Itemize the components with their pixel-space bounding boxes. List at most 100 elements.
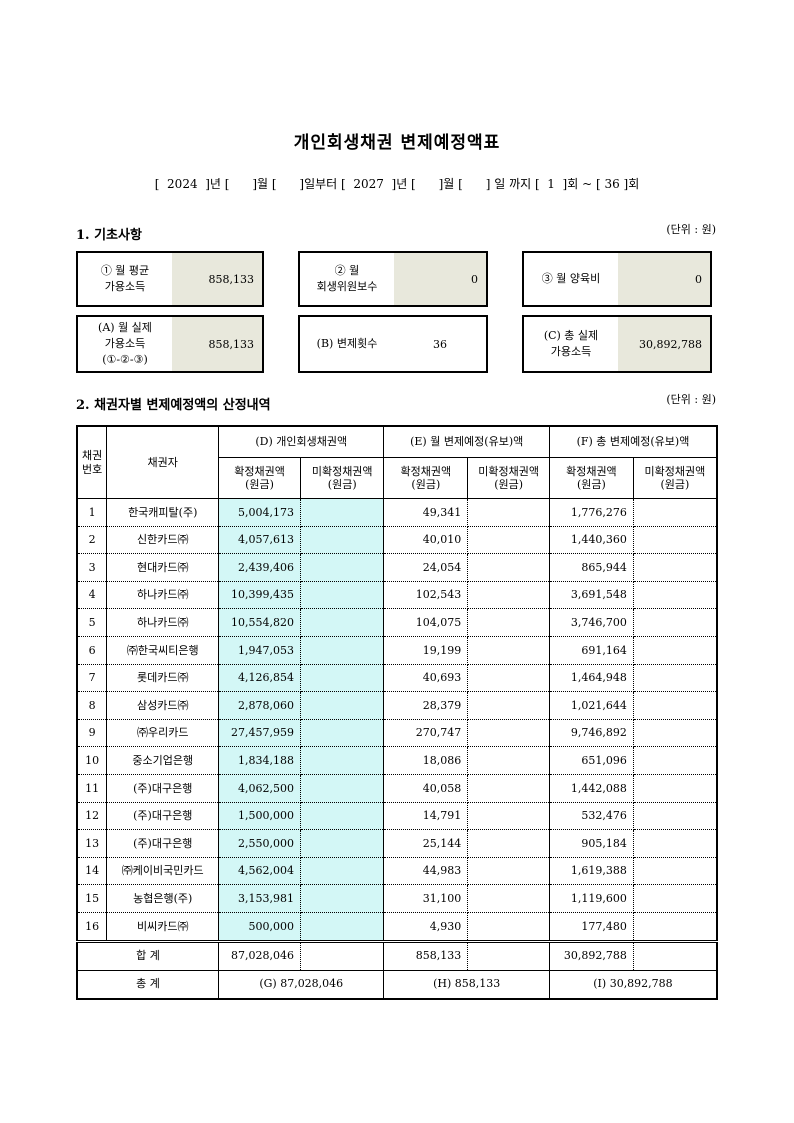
row-f-unconfirmed bbox=[632, 580, 718, 610]
row-f-confirmed: 1,776,276 bbox=[548, 498, 634, 527]
row-no: 3 bbox=[76, 553, 108, 582]
row-e-unconfirmed bbox=[467, 829, 550, 858]
row-no: 10 bbox=[76, 746, 108, 775]
row-f-unconfirmed bbox=[632, 663, 718, 693]
row-f-unconfirmed bbox=[632, 911, 718, 942]
row-creditor: 하나카드㈜ bbox=[106, 608, 220, 637]
row-f-confirmed: 1,440,360 bbox=[548, 525, 634, 555]
row-d-unconfirmed bbox=[299, 635, 385, 665]
row-d-unconfirmed bbox=[299, 608, 385, 637]
box-value: 858,133 bbox=[172, 317, 262, 371]
row-f-confirmed: 905,184 bbox=[548, 829, 634, 858]
row-creditor: ㈜우리카드 bbox=[106, 718, 220, 748]
row-f-unconfirmed bbox=[632, 801, 718, 831]
row-d-confirmed: 1,834,188 bbox=[218, 746, 301, 775]
header-f-confirmed: 확정채권액 (원금) bbox=[548, 457, 634, 499]
total-h: (H) 858,133 bbox=[383, 969, 550, 999]
row-e-unconfirmed bbox=[467, 884, 550, 913]
row-e-confirmed: 14,791 bbox=[383, 801, 469, 831]
row-creditor: 한국캐피탈(주) bbox=[106, 498, 220, 527]
row-d-unconfirmed bbox=[299, 884, 385, 913]
table-row: 11 (주)대구은행 4,062,500 40,058 1,442,088 bbox=[76, 773, 718, 803]
row-e-confirmed: 49,341 bbox=[383, 498, 469, 527]
row-e-confirmed: 104,075 bbox=[383, 608, 469, 637]
row-d-confirmed: 500,000 bbox=[218, 911, 301, 942]
table-row: 13 (주)대구은행 2,550,000 25,144 905,184 bbox=[76, 829, 718, 858]
row-f-unconfirmed bbox=[632, 856, 718, 886]
row-creditor: (주)대구은행 bbox=[106, 801, 220, 831]
table-row: 15 농협은행(주) 3,153,981 31,100 1,119,600 bbox=[76, 884, 718, 913]
header-d-unconfirmed: 미확정채권액 (원금) bbox=[299, 457, 385, 499]
row-f-confirmed: 532,476 bbox=[548, 801, 634, 831]
section-basic-heading: 1. 기초사항 bbox=[76, 228, 142, 243]
row-no: 13 bbox=[76, 829, 108, 858]
table-row: 8 삼성카드㈜ 2,878,060 28,379 1,021,644 bbox=[76, 691, 718, 720]
box-value: 0 bbox=[394, 253, 486, 305]
row-e-confirmed: 19,199 bbox=[383, 635, 469, 665]
row-creditor: 롯데카드㈜ bbox=[106, 663, 220, 693]
row-d-confirmed: 4,062,500 bbox=[218, 773, 301, 803]
sum-label: 합 계 bbox=[76, 939, 220, 971]
header-e-unconfirmed: 미확정채권액 (원금) bbox=[467, 457, 550, 499]
row-e-confirmed: 40,058 bbox=[383, 773, 469, 803]
row-e-unconfirmed bbox=[467, 498, 550, 527]
row-f-confirmed: 1,464,948 bbox=[548, 663, 634, 693]
row-e-confirmed: 31,100 bbox=[383, 884, 469, 913]
row-f-unconfirmed bbox=[632, 829, 718, 858]
table-row: 7 롯데카드㈜ 4,126,854 40,693 1,464,948 bbox=[76, 663, 718, 693]
box-total-income: (C) 총 실제 가용소득 30,892,788 bbox=[522, 315, 712, 373]
row-d-unconfirmed bbox=[299, 498, 385, 527]
row-e-unconfirmed bbox=[467, 856, 550, 886]
sum-e-unconfirmed bbox=[467, 939, 550, 971]
box-label: ① 월 평균 가용소득 bbox=[100, 264, 150, 293]
table-row: 10 중소기업은행 1,834,188 18,086 651,096 bbox=[76, 746, 718, 775]
row-creditor: (주)대구은행 bbox=[106, 829, 220, 858]
row-creditor: 비씨카드㈜ bbox=[106, 911, 220, 942]
row-d-confirmed: 3,153,981 bbox=[218, 884, 301, 913]
table-row: 14 ㈜케이비국민카드 4,562,004 44,983 1,619,388 bbox=[76, 856, 718, 886]
row-no: 5 bbox=[76, 608, 108, 637]
row-creditor: 삼성카드㈜ bbox=[106, 691, 220, 720]
total-label: 총 계 bbox=[76, 969, 220, 999]
row-e-unconfirmed bbox=[467, 773, 550, 803]
row-f-unconfirmed bbox=[632, 525, 718, 555]
row-e-unconfirmed bbox=[467, 580, 550, 610]
row-no: 14 bbox=[76, 856, 108, 886]
row-d-confirmed: 10,554,820 bbox=[218, 608, 301, 637]
row-f-confirmed: 1,021,644 bbox=[548, 691, 634, 720]
box-actual-income: (A) 월 실제 가용소득 (①-②-③) 858,133 bbox=[76, 315, 264, 373]
row-d-confirmed: 1,500,000 bbox=[218, 801, 301, 831]
row-d-confirmed: 1,947,053 bbox=[218, 635, 301, 665]
table-row: 2 신한카드㈜ 4,057,613 40,010 1,440,360 bbox=[76, 525, 718, 555]
row-d-confirmed: 10,399,435 bbox=[218, 580, 301, 610]
table-row: 1 한국캐피탈(주) 5,004,173 49,341 1,776,276 bbox=[76, 498, 718, 527]
row-e-unconfirmed bbox=[467, 635, 550, 665]
box-repayment-count: (B) 변제횟수 36 bbox=[298, 315, 488, 373]
row-e-confirmed: 40,693 bbox=[383, 663, 469, 693]
total-row: 총 계 (G) 87,028,046 (H) 858,133 (I) 30,89… bbox=[76, 969, 718, 999]
row-f-confirmed: 651,096 bbox=[548, 746, 634, 775]
row-e-confirmed: 28,379 bbox=[383, 691, 469, 720]
header-e-confirmed: 확정채권액 (원금) bbox=[383, 457, 469, 499]
header-d-confirmed: 확정채권액 (원금) bbox=[218, 457, 301, 499]
header-no: 채권 번호 bbox=[76, 425, 108, 499]
row-no: 16 bbox=[76, 911, 108, 942]
row-f-confirmed: 865,944 bbox=[548, 553, 634, 582]
header-f: (F) 총 변제예정(유보)액 bbox=[548, 425, 718, 458]
sum-f-unconfirmed bbox=[632, 939, 718, 971]
table-row: 6 ㈜한국씨티은행 1,947,053 19,199 691,164 bbox=[76, 635, 718, 665]
row-f-confirmed: 177,480 bbox=[548, 911, 634, 942]
row-f-confirmed: 9,746,892 bbox=[548, 718, 634, 748]
header-creditor: 채권자 bbox=[106, 425, 220, 499]
row-d-confirmed: 2,550,000 bbox=[218, 829, 301, 858]
row-f-unconfirmed bbox=[632, 691, 718, 720]
sum-row: 합 계 87,028,046 858,133 30,892,788 bbox=[76, 939, 718, 971]
header-e: (E) 월 변제예정(유보)액 bbox=[383, 425, 550, 458]
row-creditor: 농협은행(주) bbox=[106, 884, 220, 913]
table-row: 3 현대카드㈜ 2,439,406 24,054 865,944 bbox=[76, 553, 718, 582]
row-no: 15 bbox=[76, 884, 108, 913]
row-e-unconfirmed bbox=[467, 801, 550, 831]
row-no: 2 bbox=[76, 525, 108, 555]
row-d-confirmed: 4,126,854 bbox=[218, 663, 301, 693]
total-i: (I) 30,892,788 bbox=[548, 969, 718, 999]
